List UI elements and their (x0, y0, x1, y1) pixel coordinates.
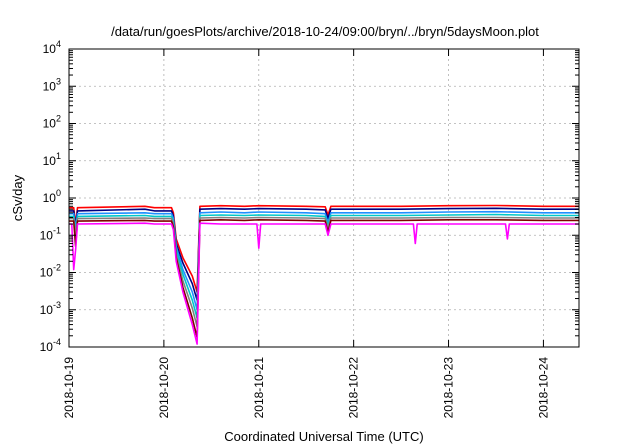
y-tick-label: 100 (43, 188, 61, 205)
y-tick-label: 103 (43, 76, 61, 93)
y-tick-label: 10-3 (40, 300, 61, 317)
y-tick-label: 10-1 (40, 225, 61, 242)
y-tick-label: 10-2 (40, 263, 61, 280)
y-tick-label: 101 (43, 151, 61, 168)
grid-lines (69, 49, 579, 347)
y-tick-label: 10-4 (40, 337, 61, 354)
series-group (69, 204, 579, 345)
y-tick-label: 102 (43, 114, 61, 131)
series-line-3 (69, 213, 579, 319)
x-tick-label: 2018-10-24 (536, 357, 550, 419)
x-tick-label: 2018-10-20 (157, 357, 171, 419)
series-line-2 (69, 210, 579, 311)
y-axis-label: cSv/day (10, 174, 25, 221)
series-line-4 (69, 216, 579, 328)
x-tick-label: 2018-10-21 (252, 357, 266, 419)
x-tick-label: 2018-10-19 (62, 357, 76, 419)
x-axis-ticks: 2018-10-19 2018-10-20 2018-10-21 2018-10-22… (62, 49, 550, 418)
x-axis-label: Coordinated Universal Time (UTC) (224, 429, 423, 444)
series-line-1 (69, 207, 579, 301)
series-line-6 (69, 222, 579, 345)
y-tick-label: 104 (43, 39, 61, 56)
series-line-5 (69, 219, 579, 339)
x-tick-label: 2018-10-22 (347, 357, 361, 419)
series-line-0 (69, 204, 579, 293)
x-tick-label: 2018-10-23 (442, 357, 456, 419)
chart-title: /data/run/goesPlots/archive/2018-10-24/0… (111, 24, 539, 39)
y-axis-ticks: 10-4 10-3 10-2 10-1 100 101 102 103 104 (40, 39, 579, 354)
